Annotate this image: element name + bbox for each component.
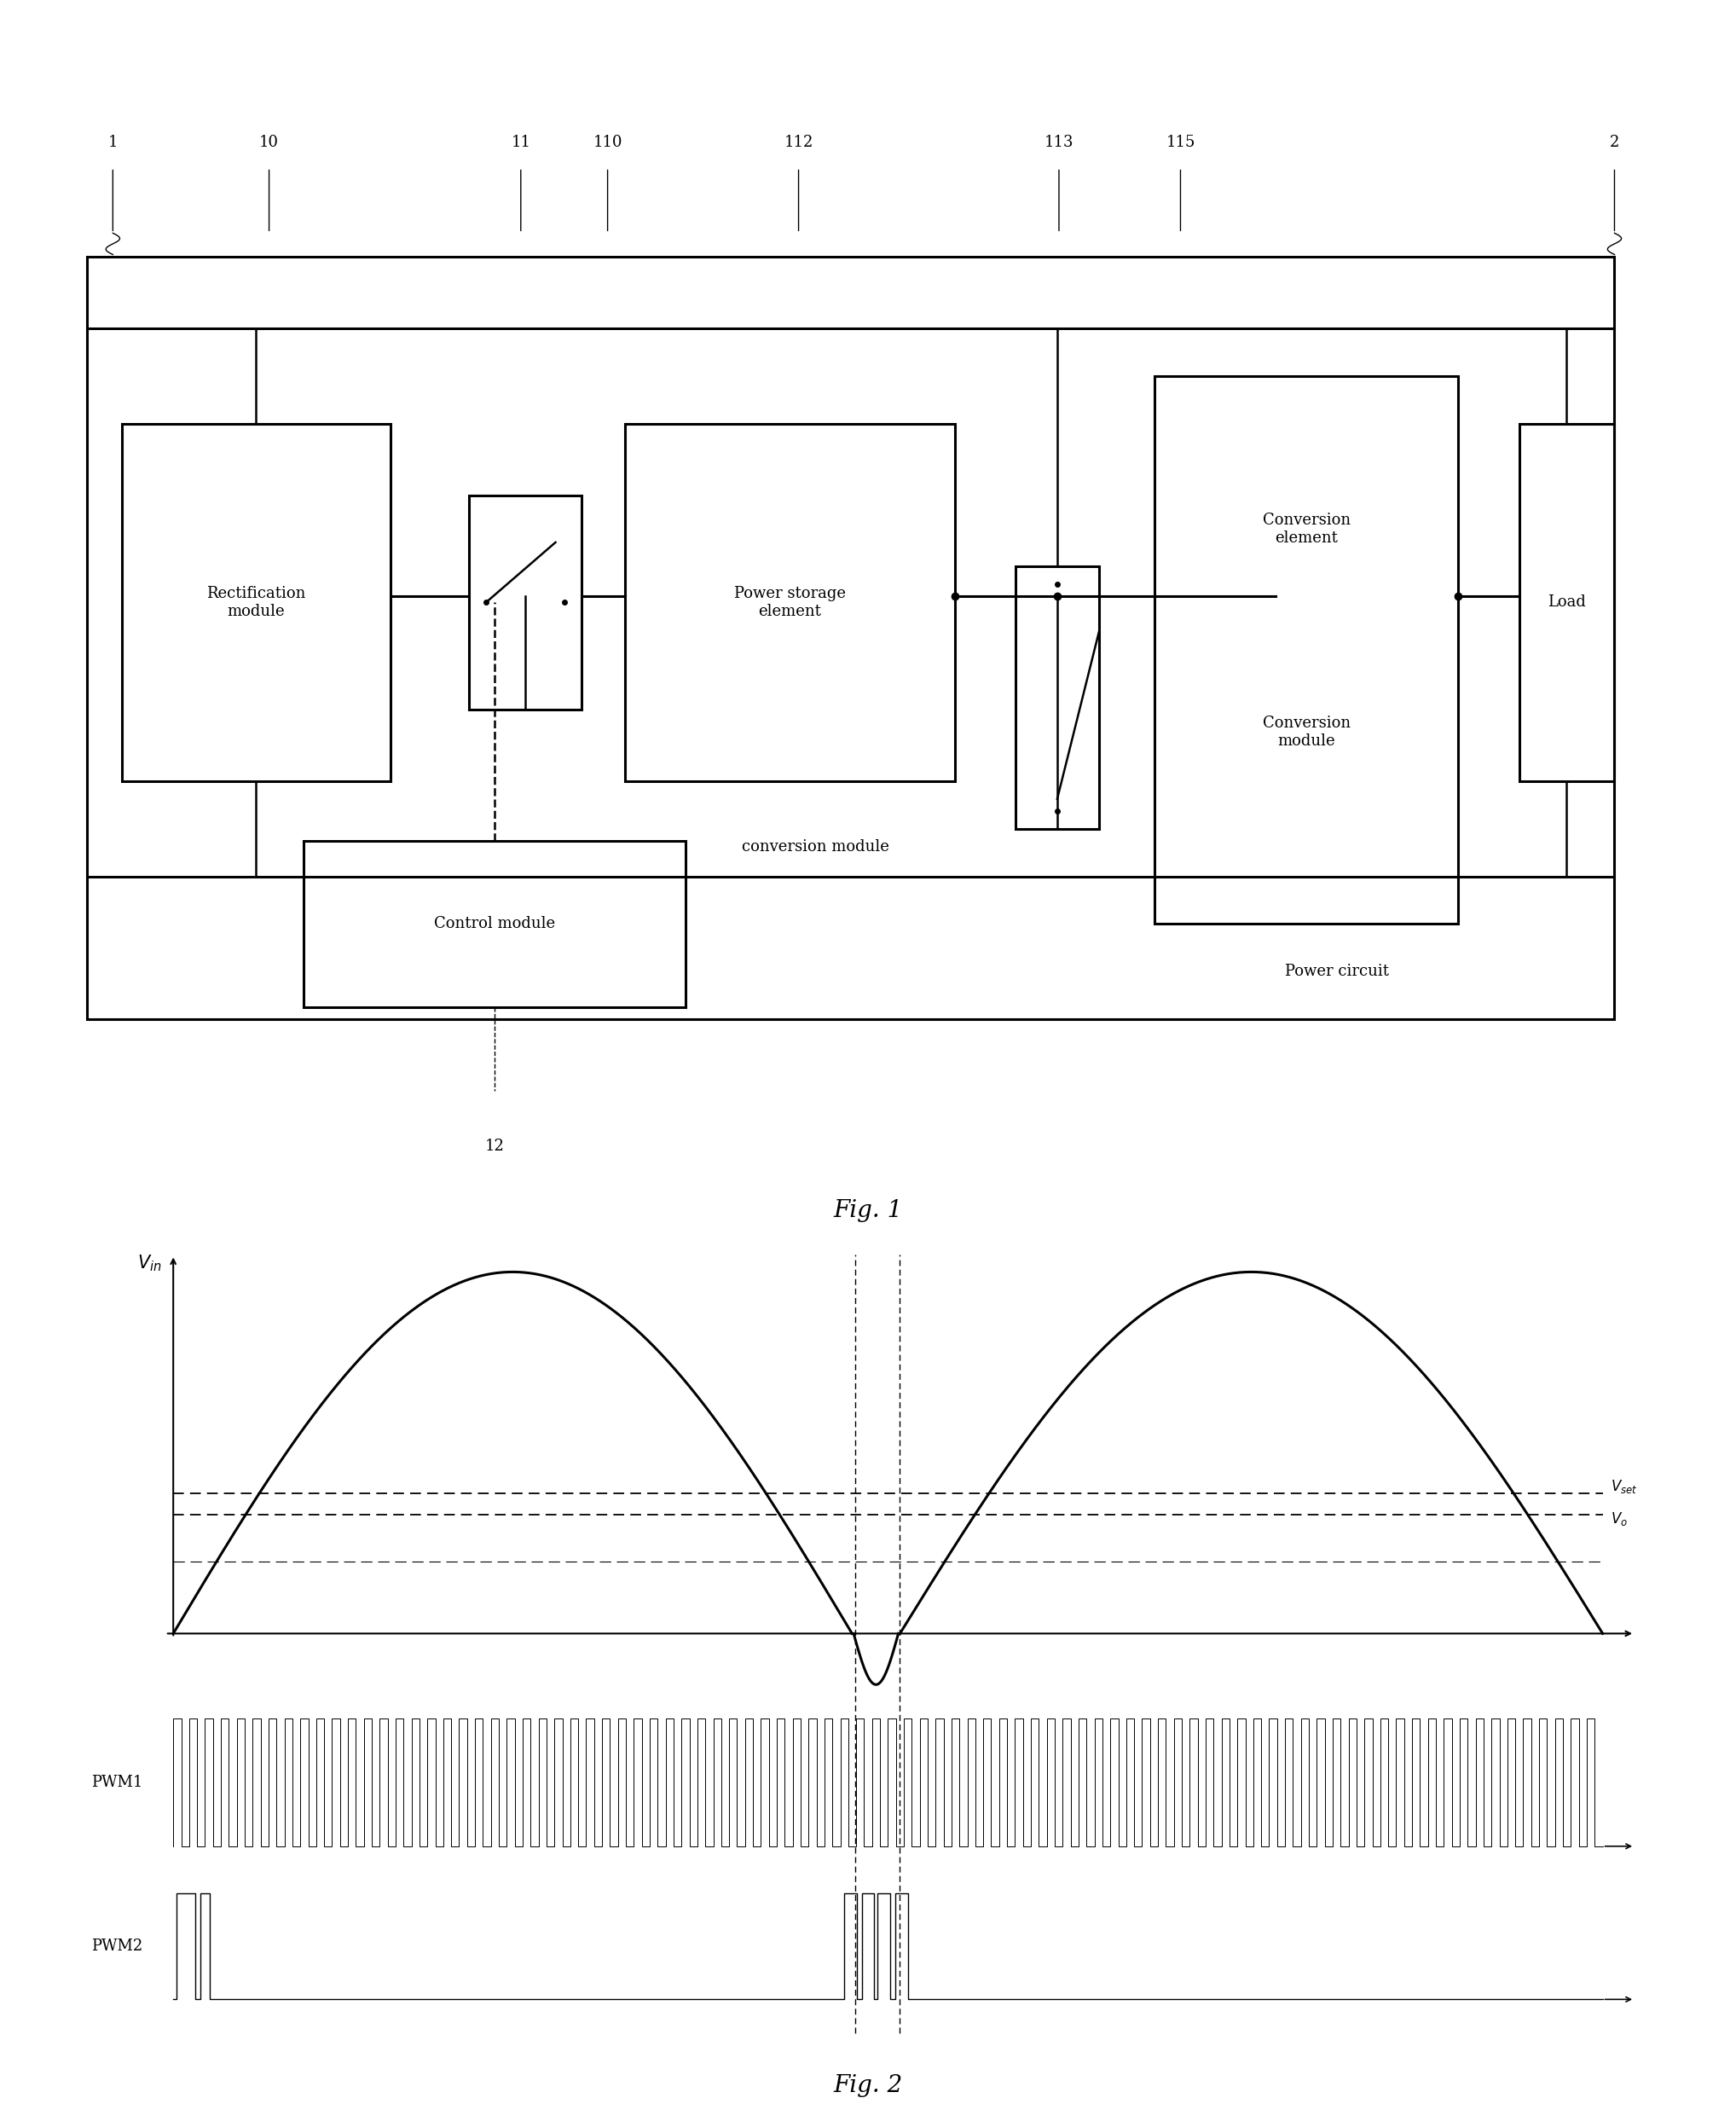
Text: 110: 110 [594, 134, 621, 149]
Text: Fig. 1: Fig. 1 [833, 1200, 903, 1221]
Text: PWM1: PWM1 [92, 1774, 142, 1791]
Text: Load: Load [1547, 596, 1587, 610]
Bar [625, 423, 955, 781]
Text: 11: 11 [510, 134, 531, 149]
Bar [87, 257, 1614, 1019]
Text: 1: 1 [108, 134, 118, 149]
Text: $V_{in}$: $V_{in}$ [137, 1253, 161, 1274]
Bar [1016, 566, 1099, 830]
Bar [1519, 423, 1614, 781]
Text: 10: 10 [259, 134, 279, 149]
Bar [1154, 376, 1458, 923]
Text: Rectification
module: Rectification module [207, 585, 306, 619]
Text: conversion module: conversion module [743, 838, 889, 855]
Text: Conversion
element: Conversion element [1262, 513, 1351, 547]
Text: Control module: Control module [434, 917, 556, 932]
Text: $V_o$: $V_o$ [1611, 1510, 1628, 1527]
Text: $V_{set}$: $V_{set}$ [1611, 1478, 1637, 1495]
Text: Power storage
element: Power storage element [734, 585, 845, 619]
Text: 113: 113 [1045, 134, 1073, 149]
Text: 115: 115 [1167, 134, 1194, 149]
Text: Power circuit: Power circuit [1285, 964, 1389, 978]
Text: PWM2: PWM2 [92, 1938, 142, 1955]
Text: 2: 2 [1609, 134, 1620, 149]
Text: Fig. 2: Fig. 2 [833, 2074, 903, 2097]
Bar [122, 423, 391, 781]
Bar [469, 496, 582, 710]
Text: 112: 112 [785, 134, 812, 149]
Text: 12: 12 [484, 1138, 505, 1153]
Bar [304, 840, 686, 1008]
Text: Conversion
module: Conversion module [1262, 715, 1351, 749]
